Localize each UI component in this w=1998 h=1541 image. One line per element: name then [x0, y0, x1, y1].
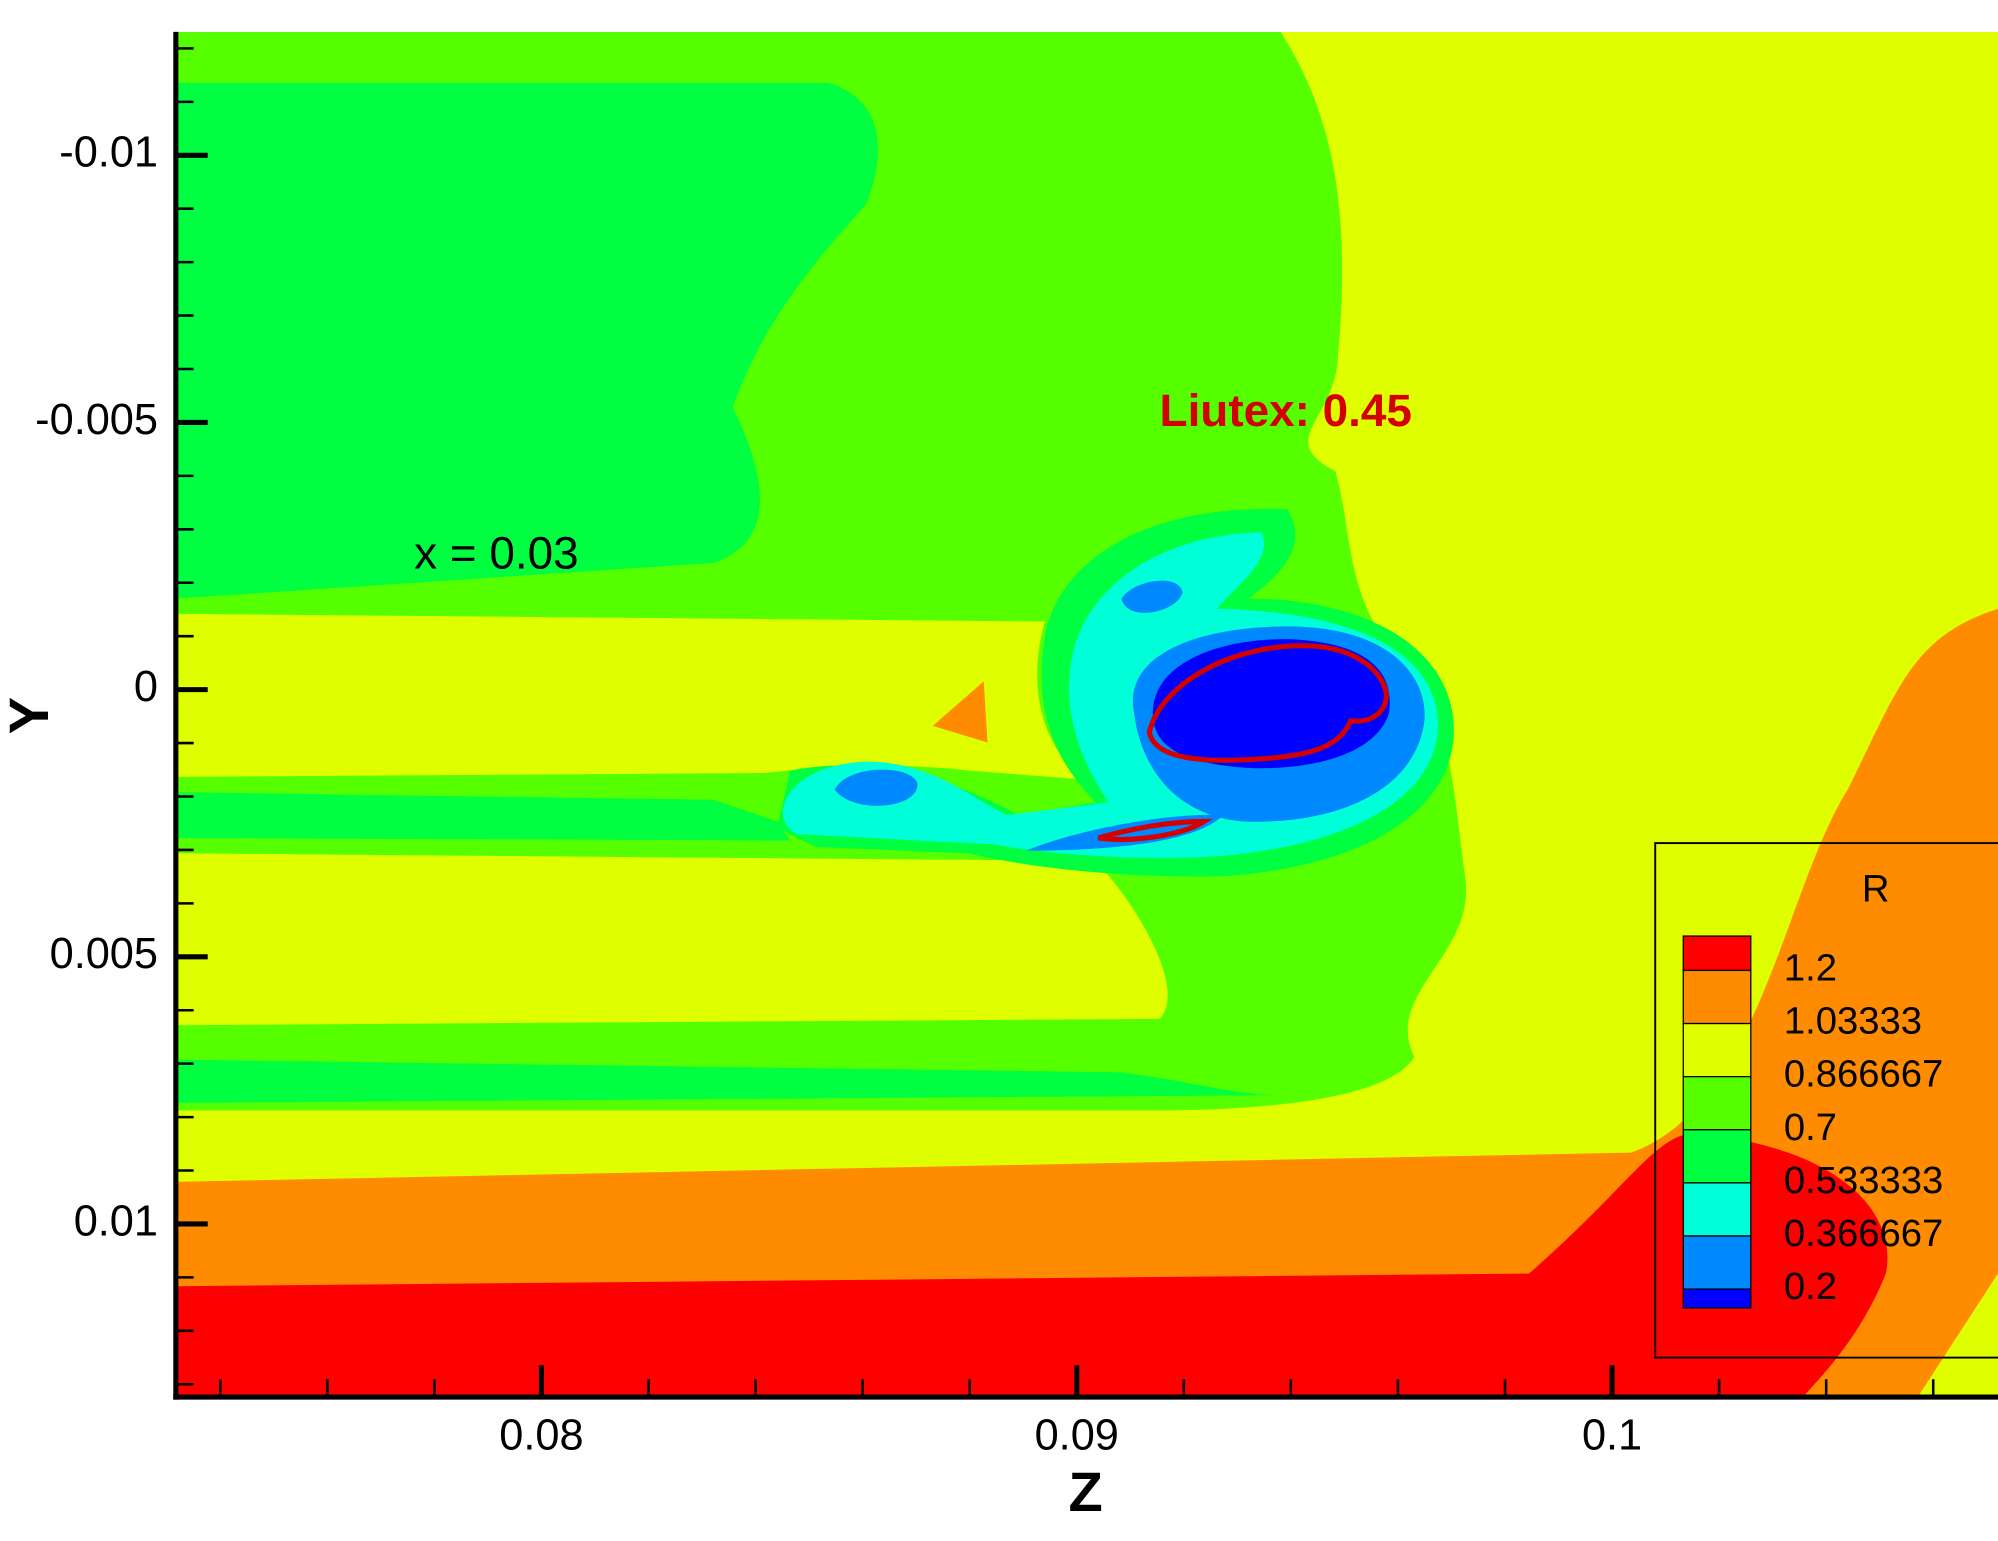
y-tick-label: 0	[134, 663, 158, 711]
liutex-line	[1097, 643, 1389, 842]
annotation: x = 0.03	[414, 527, 578, 579]
contour-region	[175, 1059, 1275, 1103]
contour-region	[1152, 639, 1390, 769]
legend-swatch	[1682, 1235, 1752, 1290]
legend-label: 1.03333	[1784, 1000, 1922, 1043]
contour-region	[175, 1133, 1888, 1398]
x-tick-label: 0.09	[1035, 1411, 1119, 1459]
legend-box	[1654, 842, 1998, 1359]
y-tick-label: -0.01	[59, 129, 158, 177]
legend-label: 0.2	[1784, 1265, 1837, 1308]
x-tick-label: 0.08	[499, 1411, 583, 1459]
contour-region	[175, 608, 1998, 1398]
contour-region	[175, 82, 878, 599]
contour-region	[932, 681, 988, 743]
legend-swatch	[1682, 1076, 1752, 1131]
contour-region	[175, 792, 791, 841]
legend-swatch	[1682, 1288, 1752, 1309]
legend-label: 1.2	[1784, 947, 1837, 990]
contour-region	[1917, 1273, 1998, 1398]
contour-region	[834, 769, 918, 806]
legend-swatch	[1682, 935, 1752, 972]
legend: R 1.2 1.03333 0.866667 0.7 0.533333 0.366667 0…	[1654, 842, 1998, 1359]
y-tick-label: 0.005	[50, 930, 158, 978]
legend-label: 0.7	[1784, 1106, 1837, 1149]
contour-region	[175, 613, 1084, 780]
y-tick-label: -0.005	[35, 396, 158, 444]
legend-label: 0.866667	[1784, 1053, 1943, 1096]
contour-region	[175, 853, 1168, 1026]
annotation: Liutex: 0.45	[1160, 384, 1412, 436]
legend-label: 0.366667	[1784, 1212, 1943, 1255]
y-axis-title: Y	[0, 697, 60, 734]
y-tick-label: 0.01	[74, 1197, 158, 1245]
legend-swatch	[1682, 1182, 1752, 1237]
x-tick-label: 0.1	[1582, 1411, 1642, 1459]
legend-label: 0.533333	[1784, 1159, 1943, 1202]
contour-region	[1121, 580, 1183, 613]
legend-swatch	[1682, 1022, 1752, 1078]
legend-swatch	[1682, 1129, 1752, 1184]
legend-title: R	[1862, 868, 1890, 911]
axes	[173, 31, 1998, 1400]
contour-field	[175, 31, 1998, 1398]
legend-swatch	[1682, 969, 1752, 1025]
x-axis-title: Z	[1069, 1460, 1103, 1523]
